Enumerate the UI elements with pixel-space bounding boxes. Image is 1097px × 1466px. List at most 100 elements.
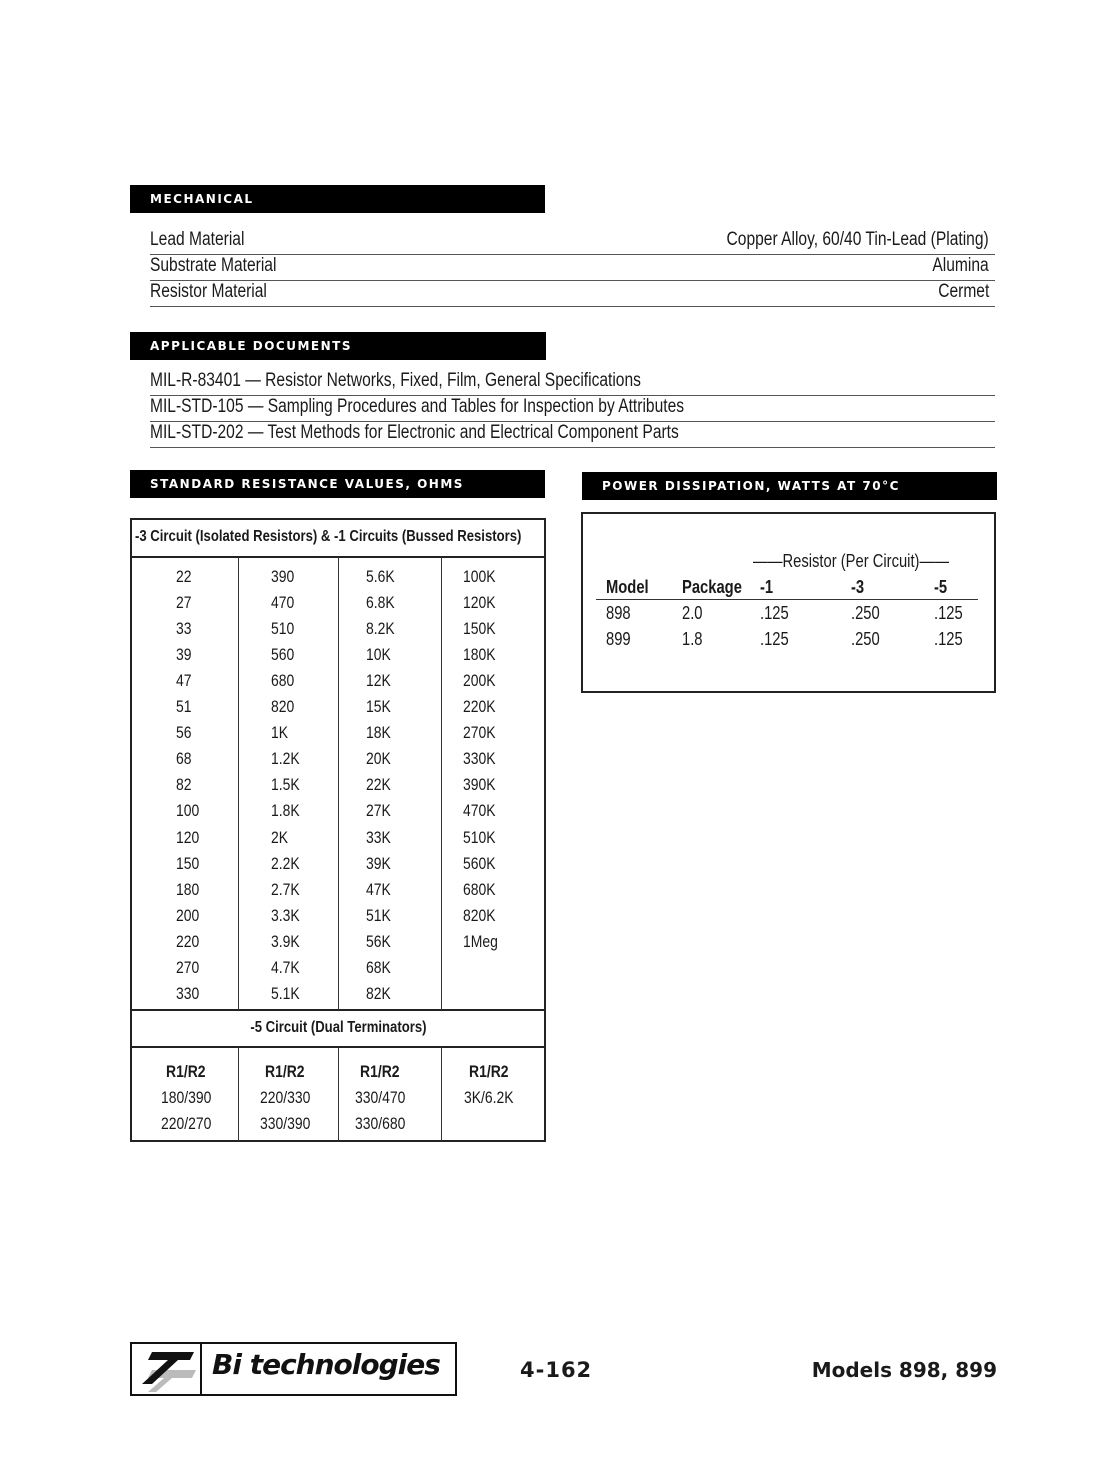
resistance-value: 150K [463,619,503,639]
mechanical-row: Lead Material Copper Alloy, 60/40 Tin-Lea… [150,228,995,255]
resistance-value: 1Meg [463,932,506,952]
company-logo: Bi technologies [130,1342,457,1396]
resistance-value-text: 510 [271,619,295,639]
resistance-value-text: 510K [463,827,496,847]
resistance-value: 22K [366,775,396,795]
resistance-value: 5.6K [366,567,401,587]
resistance-value-text: 39K [366,853,391,873]
resistance-value: 200 [176,906,204,926]
resistance-value-text: 6.8K [366,593,395,613]
resistance-value-text: 560K [463,853,496,873]
resistance-value-text: 8.2K [366,619,395,639]
resistance-value-text: 33K [366,827,391,847]
resistance-value: 220 [176,932,204,952]
resistance-value: 330K [463,749,503,769]
resistance-value-text: 68K [366,957,391,977]
resistance-value: 1K [271,723,292,743]
resistance-table-header: -3 Circuit (Isolated Resistors) & -1 Cir… [135,528,606,546]
resistance-value-text: 330K [463,749,496,769]
dual-column-header: R1/R2 [469,1062,517,1082]
resistance-value: 33 [176,619,195,639]
documents-header: APPLICABLE DOCUMENTS [130,332,546,360]
resistance-value: 220K [463,697,503,717]
resistance-value-text: 100K [463,567,496,586]
divider [596,599,978,600]
dual-value-text: 180/390 [161,1088,212,1107]
document-item: MIL-STD-202 — Test Methods for Electroni… [150,421,995,448]
resistance-table [130,518,546,1142]
column-divider [441,1047,442,1141]
resistance-value-text: 68 [176,749,192,769]
resistance-value-text: 120K [463,593,496,613]
resistance-value-text: 100 [176,801,200,821]
power-value-text: .125 [760,603,789,623]
resistance-value-text: 820 [271,697,295,717]
resistance-value: 100K [463,567,503,587]
resistance-value-text: 47K [366,879,391,899]
resistance-value: 2.2K [271,854,306,874]
resistance-value: 200K [463,671,503,691]
resistance-value: 12K [366,671,396,691]
document-text: MIL-R-83401 — Resistor Networks, Fixed, … [150,370,641,391]
resistance-value-text: 33 [176,619,192,639]
resistance-value-text: 680 [271,671,295,691]
resistance-value-text: 5.1K [271,983,300,1003]
resistance-value: 180K [463,645,503,665]
dual-value-text: R1/R2 [166,1062,206,1081]
resistance-value: 18K [366,723,396,743]
resistance-value: 22 [176,567,195,587]
resistance-value-text: 27K [366,801,391,821]
document-text: MIL-STD-105 — Sampling Procedures and Ta… [150,396,685,417]
power-header-text: -1 [760,577,774,597]
dual-header: -5 Circuit (Dual Terminators) [0,1019,676,1037]
power-column-header: -5 [934,577,950,598]
logo-text: Bi technologies [212,1348,441,1381]
resistance-value-text: 390K [463,775,496,795]
resistance-value-text: 20K [366,749,391,769]
resistance-value-text: 3.3K [271,905,300,925]
dual-value: 180/390 [161,1088,222,1108]
resistance-value: 27 [176,593,195,613]
resistance-value-text: 220K [463,697,496,717]
resistance-value-text: 1K [271,723,289,743]
power-column-header: Model [606,577,658,598]
resistance-value-text: 27 [176,593,192,613]
power-header-text: -5 [934,577,948,597]
resistance-value-text: 1Meg [463,931,498,951]
resistance-value: 6.8K [366,593,401,613]
resistance-value: 39K [366,854,396,874]
resistance-value-text: 120 [176,827,200,847]
resistance-value-text: 150 [176,853,200,873]
resistance-value: 47K [366,880,396,900]
power-value-text: .125 [760,629,789,649]
resistance-value: 820K [463,906,503,926]
resistance-value: 3.9K [271,932,306,952]
resistance-value-text: 22K [366,775,391,795]
power-value-text: .125 [934,603,963,623]
resistance-value: 1.5K [271,775,306,795]
dual-value: 220/270 [161,1114,222,1134]
resistance-value: 330 [176,984,204,1004]
resistance-value: 2K [271,828,292,848]
resistance-value: 82K [366,984,396,1004]
document-text: MIL-STD-202 — Test Methods for Electroni… [150,422,679,443]
resistance-value: 2.7K [271,880,306,900]
resistance-header-text: -3 Circuit (Isolated Resistors) & -1 Cir… [135,528,522,545]
dual-value-text: 330/390 [260,1114,311,1133]
power-value: 899 [606,629,636,650]
resistance-value: 510 [271,619,299,639]
resistance-value: 56 [176,723,195,743]
resistor-group-label: ——Resistor (Per Circuit)—— [753,551,992,572]
resistance-value: 4.7K [271,958,306,978]
resistance-value-text: 2K [271,827,289,847]
dual-column-header: R1/R2 [265,1062,313,1082]
resistance-value-text: 15K [366,697,391,717]
power-value: .250 [851,603,886,624]
resistance-value-text: 56K [366,931,391,951]
resistance-value: 820 [271,697,299,717]
mechanical-header: MECHANICAL [130,185,545,213]
power-value-text: 2.0 [682,603,703,623]
resistance-value: 68K [366,958,396,978]
resistance-value-text: 18K [366,723,391,743]
resistance-value-text: 390 [271,567,295,586]
